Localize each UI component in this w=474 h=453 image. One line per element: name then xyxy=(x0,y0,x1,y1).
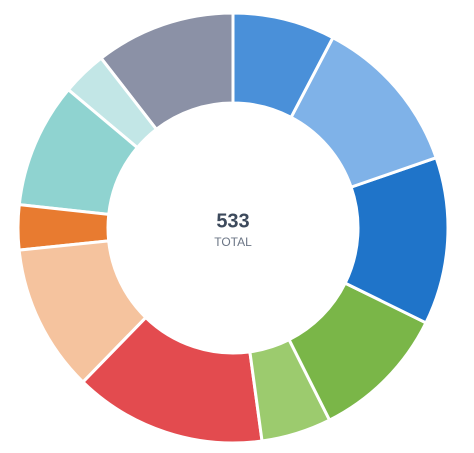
total-label: TOTAL xyxy=(214,235,252,249)
donut-segment xyxy=(289,35,439,190)
donut-segment xyxy=(16,202,111,252)
donut-segment xyxy=(287,281,428,423)
donut-segment xyxy=(17,87,140,217)
donut-segment xyxy=(80,315,264,445)
donut-segment xyxy=(248,337,332,443)
donut-segment xyxy=(231,11,335,120)
donut-segment xyxy=(66,56,159,150)
donut-segment xyxy=(17,239,148,385)
donut-segment xyxy=(343,155,450,325)
total-value: 533 xyxy=(216,210,249,232)
